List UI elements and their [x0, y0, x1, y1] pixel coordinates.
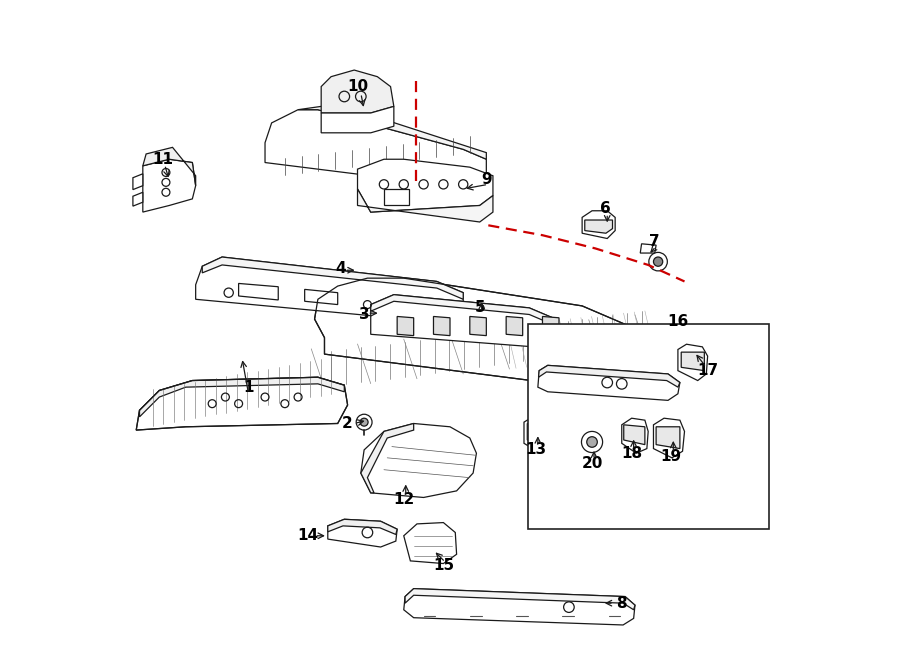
Polygon shape [524, 416, 554, 455]
Polygon shape [640, 244, 656, 253]
Polygon shape [371, 295, 555, 348]
Polygon shape [527, 424, 551, 445]
Polygon shape [140, 377, 345, 417]
Circle shape [587, 437, 598, 448]
Circle shape [649, 252, 667, 271]
Circle shape [356, 414, 372, 430]
Polygon shape [678, 344, 707, 381]
Polygon shape [538, 365, 680, 401]
Text: 4: 4 [336, 261, 346, 276]
Text: 9: 9 [481, 171, 491, 187]
Bar [528, 324, 770, 529]
Polygon shape [538, 365, 680, 387]
Text: 8: 8 [616, 596, 627, 610]
Text: 11: 11 [152, 152, 173, 167]
Polygon shape [321, 107, 394, 133]
Circle shape [581, 432, 603, 453]
Polygon shape [622, 418, 648, 453]
Text: 18: 18 [621, 446, 643, 461]
Polygon shape [133, 192, 143, 206]
Circle shape [653, 257, 662, 266]
Polygon shape [298, 107, 486, 160]
Text: 20: 20 [581, 455, 603, 471]
Polygon shape [397, 316, 414, 336]
Polygon shape [405, 589, 635, 610]
Polygon shape [681, 352, 705, 371]
Polygon shape [585, 220, 613, 233]
Polygon shape [624, 425, 645, 445]
Polygon shape [404, 589, 635, 625]
Polygon shape [361, 424, 414, 493]
Polygon shape [265, 110, 486, 189]
Polygon shape [202, 257, 464, 299]
Text: 7: 7 [650, 234, 660, 250]
Text: 5: 5 [474, 301, 485, 315]
Polygon shape [321, 70, 394, 113]
Polygon shape [582, 211, 616, 238]
Polygon shape [143, 160, 195, 212]
Text: 19: 19 [661, 449, 682, 464]
Text: 2: 2 [342, 416, 353, 431]
Text: 15: 15 [433, 558, 454, 573]
Polygon shape [653, 418, 685, 458]
Polygon shape [305, 289, 338, 305]
Text: 6: 6 [600, 201, 610, 216]
Text: 10: 10 [347, 79, 368, 94]
Text: 14: 14 [297, 528, 319, 544]
Polygon shape [328, 519, 397, 534]
Polygon shape [315, 278, 662, 394]
Polygon shape [136, 377, 347, 430]
Polygon shape [506, 316, 523, 336]
Text: 1: 1 [243, 379, 254, 395]
Polygon shape [371, 295, 555, 326]
Polygon shape [434, 316, 450, 336]
Polygon shape [357, 189, 493, 222]
Text: 17: 17 [698, 363, 718, 378]
Polygon shape [238, 283, 278, 300]
Text: 12: 12 [393, 492, 414, 507]
Circle shape [360, 418, 368, 426]
Text: 13: 13 [526, 442, 546, 457]
Polygon shape [133, 173, 143, 189]
Polygon shape [143, 148, 195, 185]
Polygon shape [195, 257, 464, 323]
Polygon shape [361, 424, 476, 497]
Text: 16: 16 [667, 314, 688, 328]
Polygon shape [404, 522, 456, 563]
Text: 3: 3 [359, 307, 369, 322]
Polygon shape [328, 519, 397, 547]
Polygon shape [357, 160, 493, 212]
Polygon shape [543, 316, 559, 336]
Polygon shape [470, 316, 486, 336]
Polygon shape [656, 427, 680, 449]
